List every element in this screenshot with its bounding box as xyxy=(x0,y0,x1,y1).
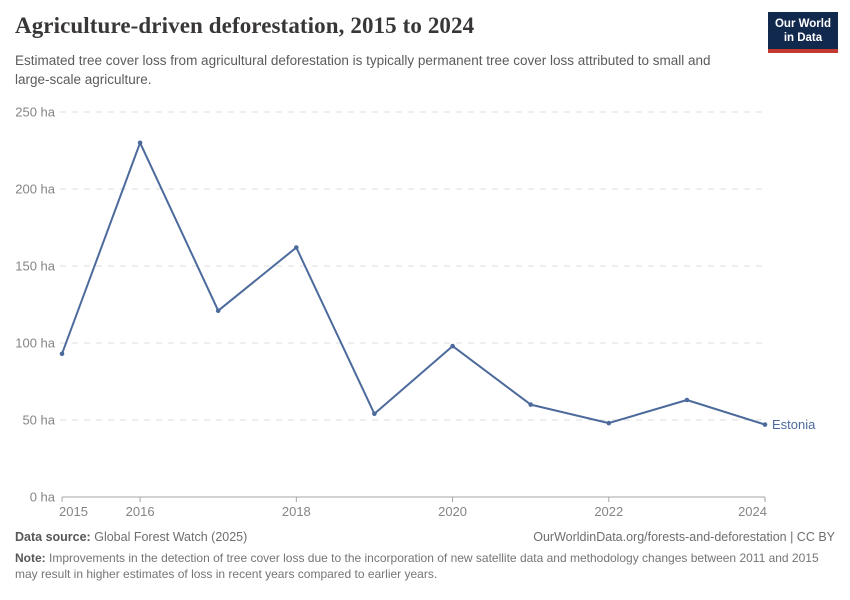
chart-footer: Data source: Global Forest Watch (2025) … xyxy=(15,529,835,582)
x-axis-tick-label: 2016 xyxy=(126,504,155,519)
x-axis-tick-label: 2020 xyxy=(438,504,467,519)
y-axis-tick-label: 0 ha xyxy=(30,490,56,505)
owid-logo-text-line1: Our World xyxy=(774,18,831,30)
series-line[interactable] xyxy=(61,141,766,426)
data-point[interactable] xyxy=(762,422,768,427)
note-value: Improvements in the detection of tree co… xyxy=(15,551,819,581)
data-point[interactable] xyxy=(684,397,690,403)
data-point[interactable] xyxy=(606,420,612,426)
data-point[interactable] xyxy=(294,245,299,250)
x-axis-tick-label: 2022 xyxy=(594,504,623,519)
owid-logo-text-line2: in Data xyxy=(783,32,823,44)
y-axis-tick-label: 200 ha xyxy=(15,182,56,197)
y-axis-tick-label: 150 ha xyxy=(15,259,56,274)
note-label: Note: xyxy=(15,551,46,565)
owid-attribution-link[interactable]: OurWorldinData.org/forests-and-deforesta… xyxy=(533,530,835,544)
y-axis-tick-label: 50 ha xyxy=(22,413,55,428)
owid-logo[interactable]: Our World in Data xyxy=(767,12,838,53)
x-axis-tick-label: 2015 xyxy=(59,504,88,519)
data-point[interactable] xyxy=(137,140,143,146)
data-point[interactable] xyxy=(372,411,377,417)
chart-note: Note: Improvements in the detection of t… xyxy=(15,551,843,582)
chart-subtitle: Estimated tree cover loss from agricultu… xyxy=(15,53,711,87)
data-source-label: Data source: xyxy=(15,530,91,544)
x-axis-tick-label: 2024 xyxy=(738,504,767,519)
y-axis-tick-label: 100 ha xyxy=(15,336,56,351)
y-axis-tick-label: 250 ha xyxy=(15,105,56,120)
data-source: Data source: Global Forest Watch (2025) xyxy=(15,529,247,545)
x-axis-tick-label: 2018 xyxy=(282,504,311,519)
series-end-label[interactable]: Estonia xyxy=(772,417,816,432)
data-point[interactable] xyxy=(215,308,221,314)
page-title: Agriculture-driven deforestation, 2015 t… xyxy=(15,13,475,38)
data-point[interactable] xyxy=(528,402,533,407)
data-point[interactable] xyxy=(450,343,455,349)
data-source-value: Global Forest Watch (2025) xyxy=(94,530,248,544)
data-point[interactable] xyxy=(59,351,65,357)
